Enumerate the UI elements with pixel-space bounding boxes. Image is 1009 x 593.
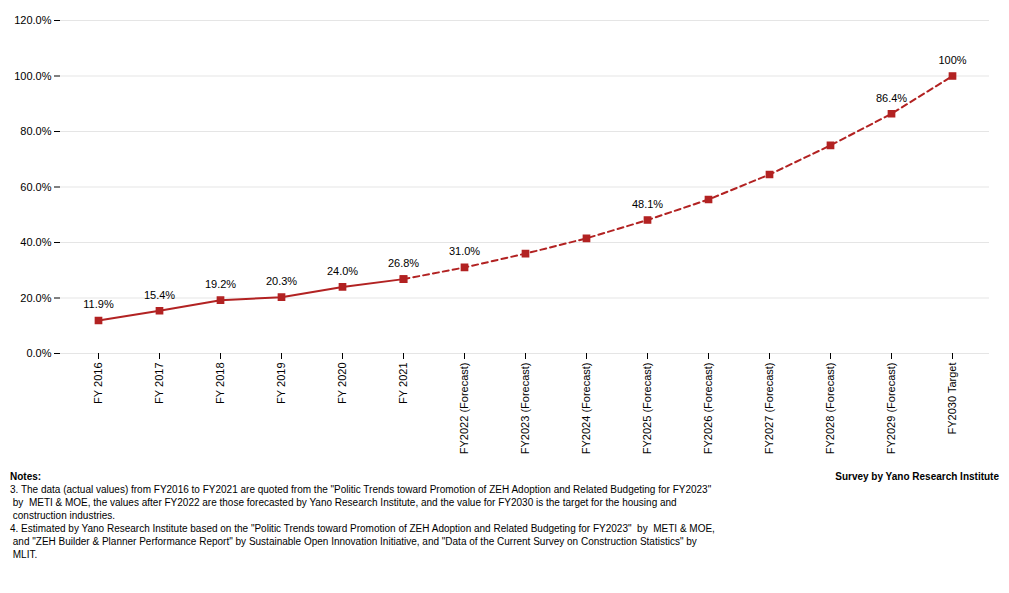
html-text:Survey by Yano Research Instit: Survey by Yano Research Institute	[835, 471, 999, 482]
html-text:by METI & MOE, the values afte: by METI & MOE, the values after FY2022 a…	[10, 497, 677, 508]
svg-text:24.0%: 24.0%	[327, 265, 358, 277]
svg-text:FY2022 (Forecast): FY2022 (Forecast)	[458, 363, 470, 455]
svg-text:FY2028 (Forecast): FY2028 (Forecast)	[824, 363, 836, 455]
svg-text:FY2024 (Forecast): FY2024 (Forecast)	[580, 363, 592, 455]
svg-text:86.4%: 86.4%	[876, 92, 907, 104]
svg-text:15.4%: 15.4%	[144, 289, 175, 301]
svg-text:100.0%: 100.0%	[14, 70, 52, 82]
svg-text:FY 2017: FY 2017	[153, 363, 165, 404]
svg-text:100%: 100%	[938, 54, 966, 66]
svg-text:0.0%: 0.0%	[26, 347, 51, 359]
svg-text:80.0%: 80.0%	[20, 125, 51, 137]
svg-text:FY 2019: FY 2019	[275, 363, 287, 404]
svg-text:FY2030 Target: FY2030 Target	[946, 363, 958, 435]
html-text:Notes:: Notes:	[10, 471, 42, 482]
html-text:and "ZEH Builder & Planner Per: and "ZEH Builder & Planner Performance R…	[10, 536, 697, 547]
svg-text:FY2025 (Forecast): FY2025 (Forecast)	[641, 363, 653, 455]
html-text:3. The data (actual values) fr: 3. The data (actual values) from FY2016 …	[10, 484, 712, 495]
svg-text:FY2023 (Forecast): FY2023 (Forecast)	[519, 363, 531, 455]
html-text:MLIT.: MLIT.	[10, 549, 38, 560]
svg-text:FY2029 (Forecast): FY2029 (Forecast)	[885, 363, 897, 455]
svg-text:20.3%: 20.3%	[266, 275, 297, 287]
svg-text:FY2027 (Forecast): FY2027 (Forecast)	[763, 363, 775, 455]
svg-text:FY 2016: FY 2016	[92, 363, 104, 404]
svg-text:FY 2021: FY 2021	[397, 363, 409, 404]
svg-text:26.8%: 26.8%	[388, 257, 419, 269]
svg-text:60.0%: 60.0%	[20, 181, 51, 193]
svg-text:48.1%: 48.1%	[632, 198, 663, 210]
svg-text:40.0%: 40.0%	[20, 236, 51, 248]
html-text:4. Estimated by Yano Research: 4. Estimated by Yano Research Institute …	[10, 523, 715, 534]
svg-text:120.0%: 120.0%	[14, 14, 52, 26]
html-text:construction industries.: construction industries.	[10, 510, 116, 521]
svg-text:19.2%: 19.2%	[205, 278, 236, 290]
svg-text:FY 2020: FY 2020	[336, 363, 348, 404]
svg-text:20.0%: 20.0%	[20, 292, 51, 304]
svg-text:FY2026 (Forecast): FY2026 (Forecast)	[702, 363, 714, 455]
svg-text:11.9%: 11.9%	[83, 298, 114, 310]
svg-text:FY 2018: FY 2018	[214, 363, 226, 404]
svg-text:31.0%: 31.0%	[449, 245, 480, 257]
